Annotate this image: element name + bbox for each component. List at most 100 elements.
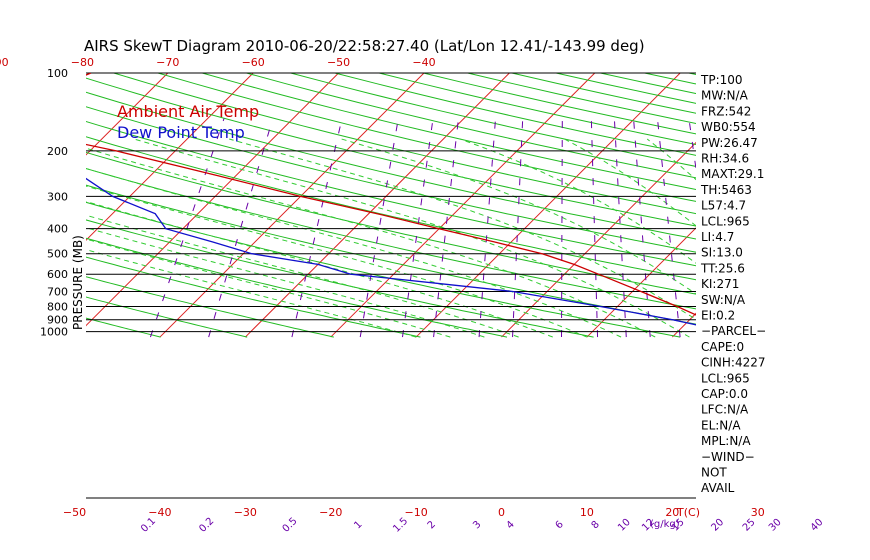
stat-line: KI:271 (701, 277, 739, 291)
dry-adiabat-line (86, 201, 681, 338)
mixing-ratio-label: 3 (471, 519, 483, 531)
mixing-ratio-label: 25 (741, 517, 758, 534)
isotherm-line (244, 73, 510, 338)
stat-line: L57:4.7 (701, 199, 746, 213)
dry-adiabat-line (777, 73, 870, 337)
mixing-ratio-label: 10 (616, 517, 633, 534)
isotherm-line (843, 73, 870, 337)
moist-adiabat-line (86, 185, 588, 338)
stat-line: −WIND− (701, 450, 755, 464)
moist-adiabat-line (86, 214, 519, 338)
dewpoint-profile-line (86, 177, 696, 326)
dry-adiabat-line (822, 73, 870, 337)
pressure-tick-label: 300 (47, 190, 68, 203)
pressure-tick-label: 800 (47, 301, 68, 314)
pressure-tick-label: 100 (47, 67, 68, 80)
top-temp-tick-label: −70 (156, 56, 179, 69)
moist-adiabat-line (341, 138, 696, 295)
bottom-temp-tick-label: 0 (498, 506, 505, 519)
dry-adiabat-line (866, 73, 870, 337)
stat-line: EL:N/A (701, 418, 741, 432)
dry-adiabat-line (511, 73, 696, 114)
stat-line: MW:N/A (701, 89, 749, 103)
dry-adiabat-line (202, 73, 696, 190)
top-temp-tick-label: −50 (327, 56, 350, 69)
dry-adiabat-line (86, 317, 161, 338)
stat-line: TT:25.6 (700, 261, 745, 275)
isobar-lines (86, 72, 696, 499)
top-temp-tick-label: −90 (0, 56, 9, 69)
stat-line: −PARCEL− (701, 324, 766, 338)
mixing-ratio-label: 4 (505, 519, 517, 531)
stat-line: LCL:965 (701, 371, 750, 385)
mixing-ratio-label: 0.2 (197, 516, 216, 535)
y-axis-label: PRESSURE (MB) (71, 235, 85, 330)
mixing-ratio-label: 30 (767, 517, 784, 534)
axis-ticks: 1002003004005006007008009001000−120−110−… (0, 56, 826, 535)
moist-adiabat-line (459, 138, 696, 264)
isotherm-line (758, 73, 870, 337)
moist-adiabat-line (86, 249, 417, 338)
stat-line: AVAIL (701, 481, 735, 495)
moist-adiabat-line (86, 147, 656, 338)
stat-line: WB0:554 (701, 120, 756, 134)
dry-adiabat-line (86, 296, 248, 338)
mixing-ratio-line (149, 118, 225, 338)
top-temp-tick-label: −40 (412, 56, 435, 69)
mixing-ratio-label: 2 (426, 519, 438, 531)
isotherm-line (86, 73, 254, 241)
mixing-ratio-label: 20 (709, 517, 726, 534)
stat-line: CAP:0.0 (701, 387, 748, 401)
moist-adiabat-line (86, 227, 485, 338)
mixing-ratio-label: 6 (554, 519, 566, 531)
dry-adiabat-line (86, 77, 696, 227)
pressure-tick-label: 400 (47, 223, 68, 236)
bottom-temp-tick-label: −30 (234, 506, 257, 519)
dry-adiabat-line (334, 73, 696, 156)
stat-line: FRZ:542 (701, 104, 751, 118)
chart-grid (86, 73, 870, 338)
isotherm-line (330, 73, 596, 338)
top-temp-tick-label: −60 (242, 56, 265, 69)
bottom-temp-tick-label: 10 (580, 506, 594, 519)
pressure-tick-label: 1000 (40, 326, 68, 339)
moist-adiabat-line (133, 138, 690, 338)
pressure-tick-label: 600 (47, 268, 68, 281)
dry-adiabat-line (86, 276, 334, 338)
isotherm-line (501, 141, 696, 338)
bottom-temp-tick-label: −10 (405, 506, 428, 519)
dry-adiabat-line (733, 73, 870, 337)
stat-line: MAXT:29.1 (701, 167, 764, 181)
dry-adiabat-line (86, 120, 696, 267)
isotherm-line (86, 73, 169, 156)
stat-line: RH:34.6 (701, 152, 749, 166)
stat-line: EI:0.2 (701, 309, 735, 323)
pressure-tick-label: 700 (47, 286, 68, 299)
stat-line: TH:5463 (700, 183, 752, 197)
bottom-temp-tick-label: −20 (319, 506, 342, 519)
dry-adiabat-line (157, 73, 696, 202)
stat-line: MPL:N/A (701, 434, 751, 448)
bottom-temp-tick-label: 20 (665, 506, 679, 519)
moist-adiabat-line (86, 168, 622, 338)
mixing-ratio-unit-label: (g/kg) (650, 519, 680, 530)
stat-line: LFC:N/A (701, 403, 749, 417)
mixing-ratio-line (767, 119, 818, 338)
stat-line: CINH:4227 (701, 356, 766, 370)
mixing-ratio-label: 40 (809, 517, 826, 534)
dry-adiabat-line (86, 237, 508, 338)
dry-adiabat-line (86, 91, 696, 240)
pressure-tick-label: 900 (47, 314, 68, 327)
dry-adiabat-line (86, 256, 421, 338)
bottom-temp-tick-label: −50 (63, 506, 86, 519)
stat-line: CAPE:0 (701, 340, 744, 354)
isotherm-line (86, 73, 339, 327)
dry-adiabat-line (86, 136, 696, 281)
temperature-profile-line (86, 73, 696, 316)
bottom-temp-tick-label: 30 (751, 506, 765, 519)
legend-dew-point-temp: Dew Point Temp (117, 123, 245, 142)
stat-line: SI:13.0 (701, 246, 743, 260)
dry-adiabat-line (644, 73, 696, 85)
